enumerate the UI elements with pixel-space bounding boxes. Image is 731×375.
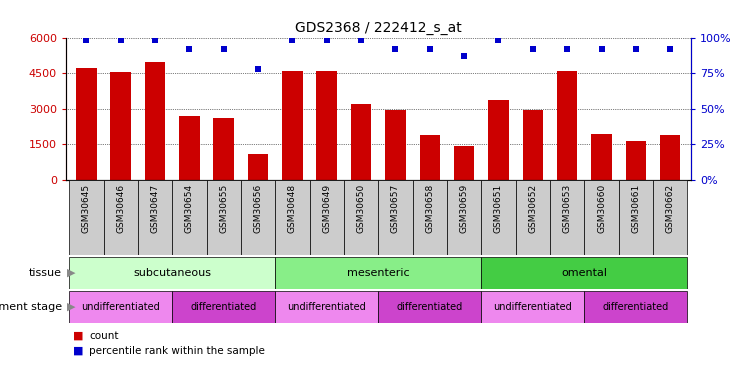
Text: GSM30651: GSM30651 [494,184,503,233]
Point [596,46,607,52]
Bar [76,68,96,180]
Point [561,46,573,52]
Text: GSM30654: GSM30654 [185,184,194,233]
Bar [379,180,412,255]
Bar [248,154,268,180]
Bar [173,291,276,322]
Point [115,38,126,44]
Text: GSM30662: GSM30662 [666,184,675,233]
Point [390,46,401,52]
Text: GSM30659: GSM30659 [460,184,469,233]
Bar [447,180,481,255]
Title: GDS2368 / 222412_s_at: GDS2368 / 222412_s_at [295,21,462,35]
Bar [344,180,379,255]
Text: GSM30648: GSM30648 [288,184,297,233]
Point [218,46,230,52]
Bar [276,291,379,322]
Text: GSM30653: GSM30653 [563,184,572,233]
Bar [145,62,165,180]
Text: subcutaneous: subcutaneous [133,268,211,278]
Point [355,38,367,44]
Text: GSM30660: GSM30660 [597,184,606,233]
Bar [550,180,584,255]
Text: development stage: development stage [0,302,62,312]
Text: undifferentiated: undifferentiated [493,302,572,312]
Text: GSM30650: GSM30650 [357,184,366,233]
Point [252,66,264,72]
Text: tissue: tissue [29,268,62,278]
Point [80,38,92,44]
Text: omental: omental [561,268,607,278]
Point [630,46,642,52]
Bar [515,180,550,255]
Bar [241,180,276,255]
Bar [584,291,687,322]
Text: undifferentiated: undifferentiated [81,302,160,312]
Bar [282,71,303,180]
Text: GSM30657: GSM30657 [391,184,400,233]
Bar [454,146,474,180]
Point [664,46,676,52]
Point [149,38,161,44]
Bar [488,100,509,180]
Text: percentile rank within the sample: percentile rank within the sample [89,346,265,355]
Bar [385,110,406,180]
Point [493,38,504,44]
Text: ▶: ▶ [67,268,75,278]
Bar [173,180,207,255]
Bar [207,180,241,255]
Bar [584,180,618,255]
Bar [104,180,138,255]
Bar [276,257,481,289]
Text: GSM30655: GSM30655 [219,184,228,233]
Text: ■: ■ [73,346,83,355]
Bar [653,180,687,255]
Text: GSM30658: GSM30658 [425,184,434,233]
Text: differentiated: differentiated [191,302,257,312]
Text: GSM30656: GSM30656 [254,184,262,233]
Bar [618,180,653,255]
Bar [591,134,612,180]
Bar [481,257,687,289]
Point [321,38,333,44]
Text: differentiated: differentiated [603,302,669,312]
Bar [379,291,481,322]
Bar [626,141,646,180]
Text: ▶: ▶ [67,302,75,312]
Text: GSM30649: GSM30649 [322,184,331,233]
Bar [213,118,234,180]
Text: GSM30647: GSM30647 [151,184,159,233]
Text: GSM30646: GSM30646 [116,184,125,233]
Bar [69,180,104,255]
Bar [523,110,543,180]
Bar [179,116,200,180]
Bar [310,180,344,255]
Text: mesenteric: mesenteric [347,268,409,278]
Point [458,53,470,59]
Text: count: count [89,331,118,340]
Point [183,46,195,52]
Point [424,46,436,52]
Text: differentiated: differentiated [397,302,463,312]
Bar [317,71,337,180]
Text: GSM30661: GSM30661 [632,184,640,233]
Bar [110,72,131,180]
Bar [412,180,447,255]
Bar [660,135,681,180]
Point [527,46,539,52]
Bar [69,291,173,322]
Bar [420,135,440,180]
Text: GSM30645: GSM30645 [82,184,91,233]
Bar [69,257,276,289]
Bar [481,291,584,322]
Bar [351,104,371,180]
Text: GSM30652: GSM30652 [529,184,537,233]
Bar [138,180,173,255]
Bar [276,180,310,255]
Text: undifferentiated: undifferentiated [287,302,366,312]
Bar [481,180,515,255]
Bar [557,71,577,180]
Point [287,38,298,44]
Text: ■: ■ [73,331,83,340]
